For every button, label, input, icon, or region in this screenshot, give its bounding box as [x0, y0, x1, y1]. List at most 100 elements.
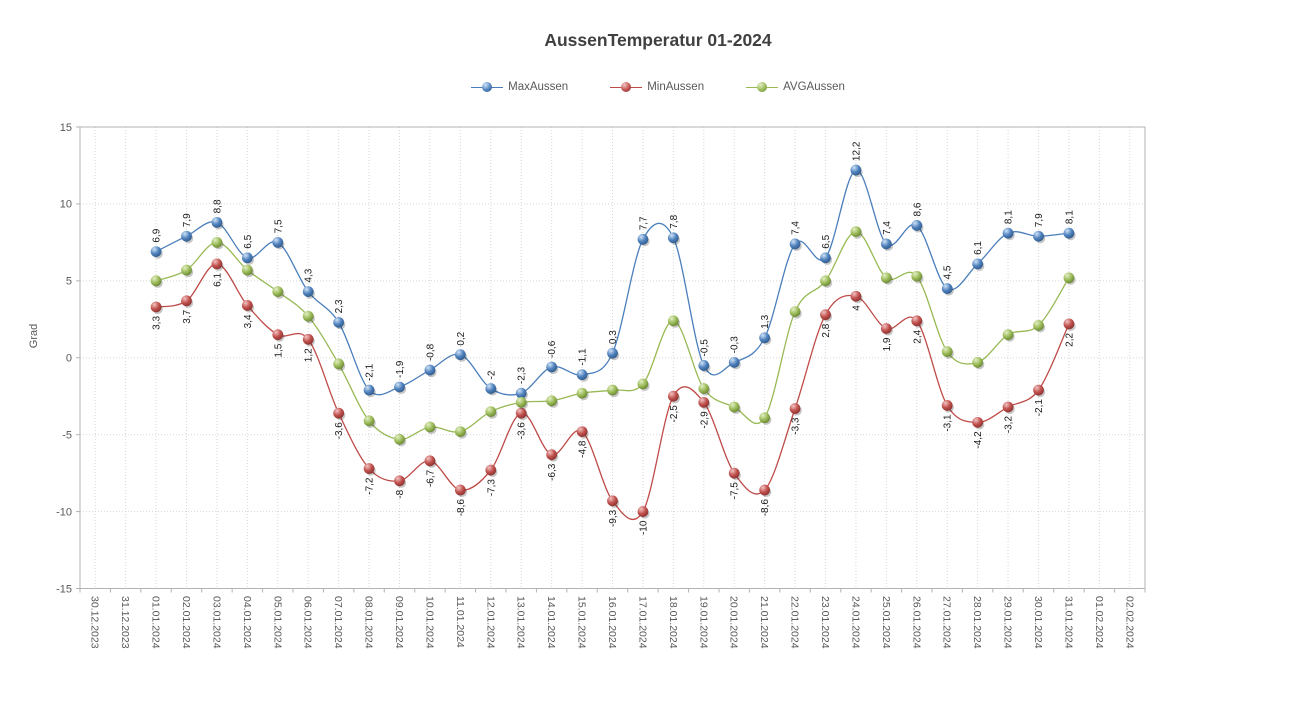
legend-item-minaussen: MinAussen — [610, 81, 704, 93]
data-point-marker — [789, 306, 801, 317]
data-point-marker — [363, 463, 375, 474]
data-point-marker — [759, 484, 771, 496]
x-axis-label: 19.01.2024 — [697, 596, 709, 649]
x-axis-label: 20.01.2024 — [728, 596, 740, 649]
data-point-marker — [546, 361, 558, 373]
data-label: 6,9 — [152, 228, 163, 242]
data-point-marker — [333, 358, 345, 370]
data-point-marker — [820, 309, 831, 321]
x-axis-label: 10.01.2024 — [423, 596, 435, 649]
data-label: 7,4 — [882, 221, 893, 235]
x-axis-label: 01.02.2024 — [1093, 596, 1105, 649]
data-point-marker — [759, 412, 771, 424]
data-point-marker — [211, 236, 223, 248]
data-point-marker — [394, 381, 405, 393]
data-label: -3,6 — [334, 422, 345, 440]
data-label: 0,3 — [608, 330, 619, 344]
data-label: -3,3 — [791, 417, 802, 435]
data-label: 6,5 — [821, 234, 832, 248]
legend: MaxAussen MinAussen AVGAussen — [0, 81, 1316, 93]
data-point-marker — [1002, 401, 1014, 413]
data-label: 6,5 — [243, 234, 254, 248]
data-point-marker — [546, 449, 558, 461]
data-point-marker — [546, 395, 558, 407]
data-point-marker — [363, 415, 375, 427]
data-point-marker — [667, 232, 679, 244]
y-axis-label: 10 — [60, 199, 72, 211]
line-marker-icon — [746, 82, 779, 93]
data-point-marker — [972, 356, 984, 368]
data-label: -6,3 — [547, 463, 558, 481]
data-label: 4,5 — [943, 265, 954, 279]
x-axis-label: 16.01.2024 — [606, 596, 618, 649]
data-label: -4,8 — [578, 440, 589, 458]
data-point-marker — [637, 506, 649, 517]
data-label: -0,3 — [730, 336, 741, 354]
data-point-marker — [941, 346, 953, 357]
y-axis-label: -10 — [56, 506, 72, 518]
data-label: 7,4 — [791, 221, 802, 235]
data-point-marker — [150, 246, 162, 258]
data-point-marker — [241, 300, 253, 311]
data-point-marker — [880, 272, 892, 284]
data-label: 7,9 — [182, 213, 193, 227]
data-label: 7,9 — [1034, 213, 1045, 227]
legend-item-maxaussen: MaxAussen — [471, 81, 568, 93]
data-label: -2 — [486, 370, 497, 379]
y-axis-label: 5 — [66, 276, 72, 288]
data-point-marker — [241, 252, 253, 264]
line-marker-icon — [471, 82, 504, 93]
data-label: -0,6 — [547, 340, 558, 358]
x-axis-label: 23.01.2024 — [819, 596, 831, 649]
data-point-marker — [515, 407, 527, 419]
data-label: 8,6 — [912, 202, 923, 216]
data-label: -0,8 — [425, 343, 436, 361]
y-axis-ticks — [76, 126, 80, 589]
data-point-marker — [728, 356, 740, 368]
data-point-marker — [1002, 227, 1014, 239]
data-point-marker — [728, 401, 740, 413]
data-label: -8,6 — [760, 499, 771, 517]
data-point-marker — [1063, 272, 1075, 284]
data-label: 7,8 — [669, 214, 680, 228]
data-point-marker — [607, 347, 618, 359]
data-label: -9,3 — [608, 509, 619, 527]
data-point-marker — [820, 275, 831, 287]
data-point-marker — [181, 295, 192, 307]
data-label: 8,8 — [212, 199, 223, 213]
data-label: 1,2 — [304, 348, 315, 362]
x-axis-label: 17.01.2024 — [636, 596, 648, 649]
x-axis-label: 22.01.2024 — [789, 596, 801, 649]
data-point-marker — [424, 364, 436, 376]
data-point-marker — [485, 406, 497, 417]
data-label: -2,1 — [1034, 399, 1045, 417]
series-maxaussen — [150, 164, 1076, 401]
data-label: 7,5 — [273, 219, 284, 233]
data-label: 12,2 — [851, 141, 862, 161]
data-point-marker — [394, 433, 405, 445]
x-axis-ticks — [79, 588, 1146, 593]
data-label: 3,7 — [182, 309, 193, 323]
data-point-marker — [667, 390, 679, 402]
data-label: 4 — [851, 305, 862, 311]
data-point-marker — [576, 426, 588, 437]
data-label: -7,3 — [486, 479, 497, 497]
data-point-marker — [972, 416, 984, 428]
data-point-marker — [850, 164, 862, 176]
data-point-marker — [1033, 230, 1044, 242]
data-point-marker — [850, 290, 862, 302]
data-point-marker — [789, 238, 801, 250]
data-point-marker — [333, 407, 345, 419]
data-point-marker — [302, 333, 314, 345]
data-label: 3,3 — [152, 316, 163, 330]
x-axis-label: 07.01.2024 — [332, 596, 344, 649]
y-axis-labels: 15 10 5 0 -5 -10 -15 — [56, 122, 72, 595]
data-point-marker — [181, 230, 192, 242]
x-axis-label: 31.01.2024 — [1062, 596, 1074, 649]
data-point-marker — [363, 384, 375, 396]
x-axis-label: 21.01.2024 — [758, 596, 770, 649]
data-point-marker — [150, 301, 162, 313]
data-point-marker — [150, 275, 162, 287]
